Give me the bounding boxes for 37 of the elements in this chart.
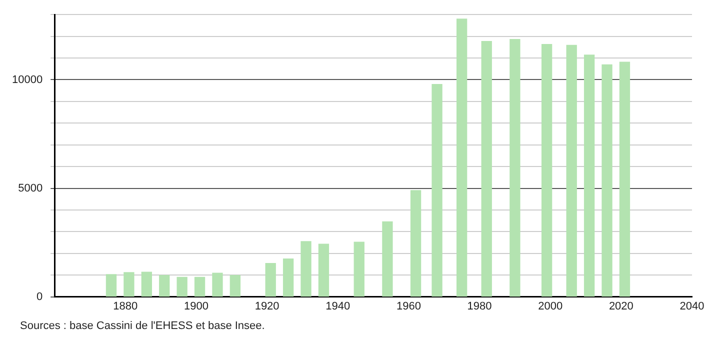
bar bbox=[194, 276, 206, 297]
bar bbox=[584, 54, 595, 297]
x-tick-label: 1920 bbox=[254, 300, 280, 312]
bar bbox=[230, 274, 241, 297]
bar bbox=[176, 276, 188, 297]
x-tick-label: 1940 bbox=[326, 300, 350, 312]
y-tick-label: 10000 bbox=[12, 74, 43, 86]
bar bbox=[481, 40, 492, 297]
x-tick-label: 1980 bbox=[467, 300, 492, 312]
source-note: Sources : base Cassini de l'EHESS et base Insee. bbox=[20, 320, 266, 332]
bar bbox=[300, 241, 312, 297]
bar bbox=[410, 190, 422, 297]
bar bbox=[265, 263, 276, 297]
bar bbox=[141, 272, 152, 297]
y-tick-label: 0 bbox=[36, 290, 43, 303]
bar bbox=[318, 244, 330, 297]
x-tick-label: 1880 bbox=[113, 300, 138, 312]
bar bbox=[566, 44, 577, 297]
bar bbox=[382, 221, 393, 297]
bar bbox=[432, 84, 442, 297]
bar bbox=[124, 272, 134, 297]
x-tick-label: 2020 bbox=[608, 300, 634, 312]
bar bbox=[212, 272, 223, 297]
bar bbox=[541, 44, 552, 297]
bar bbox=[354, 242, 364, 297]
x-tick-label: 1960 bbox=[396, 300, 421, 312]
x-tick-label: 2040 bbox=[680, 300, 704, 312]
bar bbox=[282, 258, 294, 297]
bar bbox=[602, 64, 612, 297]
x-tick-label: 2000 bbox=[538, 300, 563, 312]
bar bbox=[106, 274, 117, 297]
y-tick-label: 5000 bbox=[18, 182, 43, 194]
x-tick-label: 1900 bbox=[184, 300, 208, 312]
bar bbox=[510, 39, 520, 297]
bar bbox=[159, 274, 170, 297]
bar bbox=[619, 62, 630, 297]
bar bbox=[456, 18, 468, 297]
